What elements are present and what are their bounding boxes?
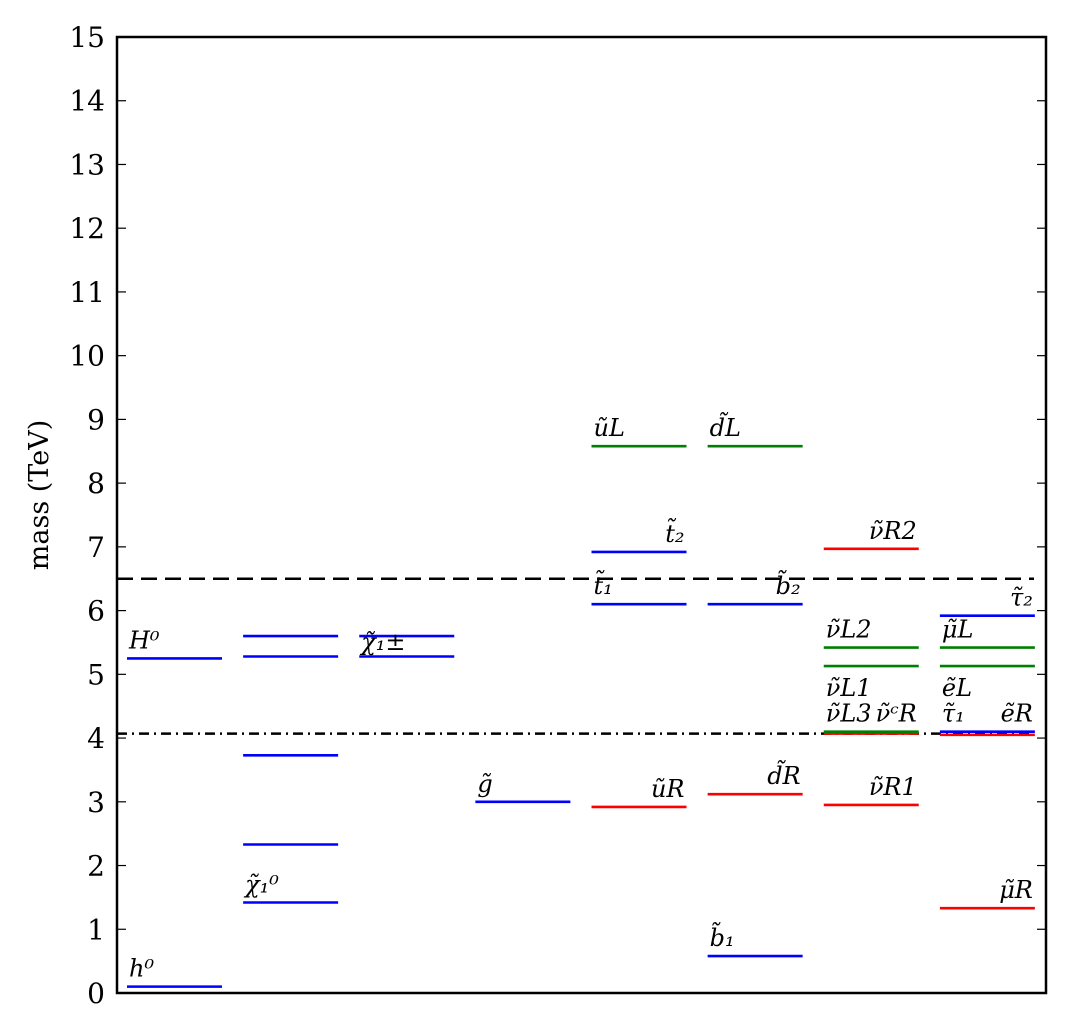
axes [115,35,1048,995]
mass-level-label: ũR [651,775,685,803]
y-tick-label: 6 [87,595,105,628]
y-tick-label: 9 [87,403,105,436]
y-tick-label: 4 [87,722,105,755]
mass-level-label: ẽL [942,674,972,702]
y-tick-label: 10 [69,340,105,373]
mass-level-label: h⁰ [129,955,154,983]
mass-level-label: ν̃R1 [869,773,917,801]
y-tick-label: 2 [87,850,105,883]
y-tick-label: 5 [87,658,105,691]
y-tick-label: 12 [69,212,105,245]
mass-level-label: ν̃R2 [869,517,917,545]
mass-level-label: μ̃L [942,616,974,644]
mass-level-label: μ̃R [999,876,1033,904]
y-axis-label: mass (TeV) [24,420,55,570]
mass-level-label: t̃₂ [665,517,684,548]
mass-level-label: ν̃L2 [826,616,872,644]
mass-level-label: ν̃ᶜR [876,700,917,728]
mass-level-label: τ̃₁ [942,700,965,728]
y-tick-label: 15 [69,21,105,54]
mass-level-label: ν̃L3 [826,700,872,728]
mass-level-label: ũL [594,414,625,442]
mass-level-label: χ̃₁± [359,628,405,656]
level-labels: h⁰ H⁰ χ̃₁⁰ χ̃₁± g̃ ũR t̃₁ t̃₂ ũL b̃₁ d̃R b̃₂ d̃L ν̃R1… [128,411,1033,983]
mass-level-label: ẽR [1001,700,1033,728]
mass-level-label: d̃L [710,411,741,442]
mass-level-label: χ̃₁⁰ [243,870,279,898]
y-tick-label: 7 [87,531,105,564]
y-tick-label: 14 [69,85,105,118]
mass-level-label: ν̃L1 [826,674,872,702]
mass-level-label: H⁰ [128,626,160,654]
y-tick-label: 3 [87,786,105,819]
y-tick-label: 0 [87,977,105,1010]
mass-level-label: d̃R [767,759,800,790]
y-tick-label: 8 [87,467,105,500]
mass-level-label: b̃₂ [776,569,801,600]
mass-level-label: b̃₁ [710,921,735,952]
mass-levels [127,444,1035,988]
plot-frame [115,35,1048,995]
y-tick-label: 13 [69,148,105,181]
mass-level-label: t̃₁ [594,569,613,600]
mass-level-label: g̃ [477,770,492,798]
mass-level-label: τ̃₂ [1010,584,1033,612]
y-tick-label: 1 [87,913,105,946]
y-tick-label: 11 [69,276,105,309]
